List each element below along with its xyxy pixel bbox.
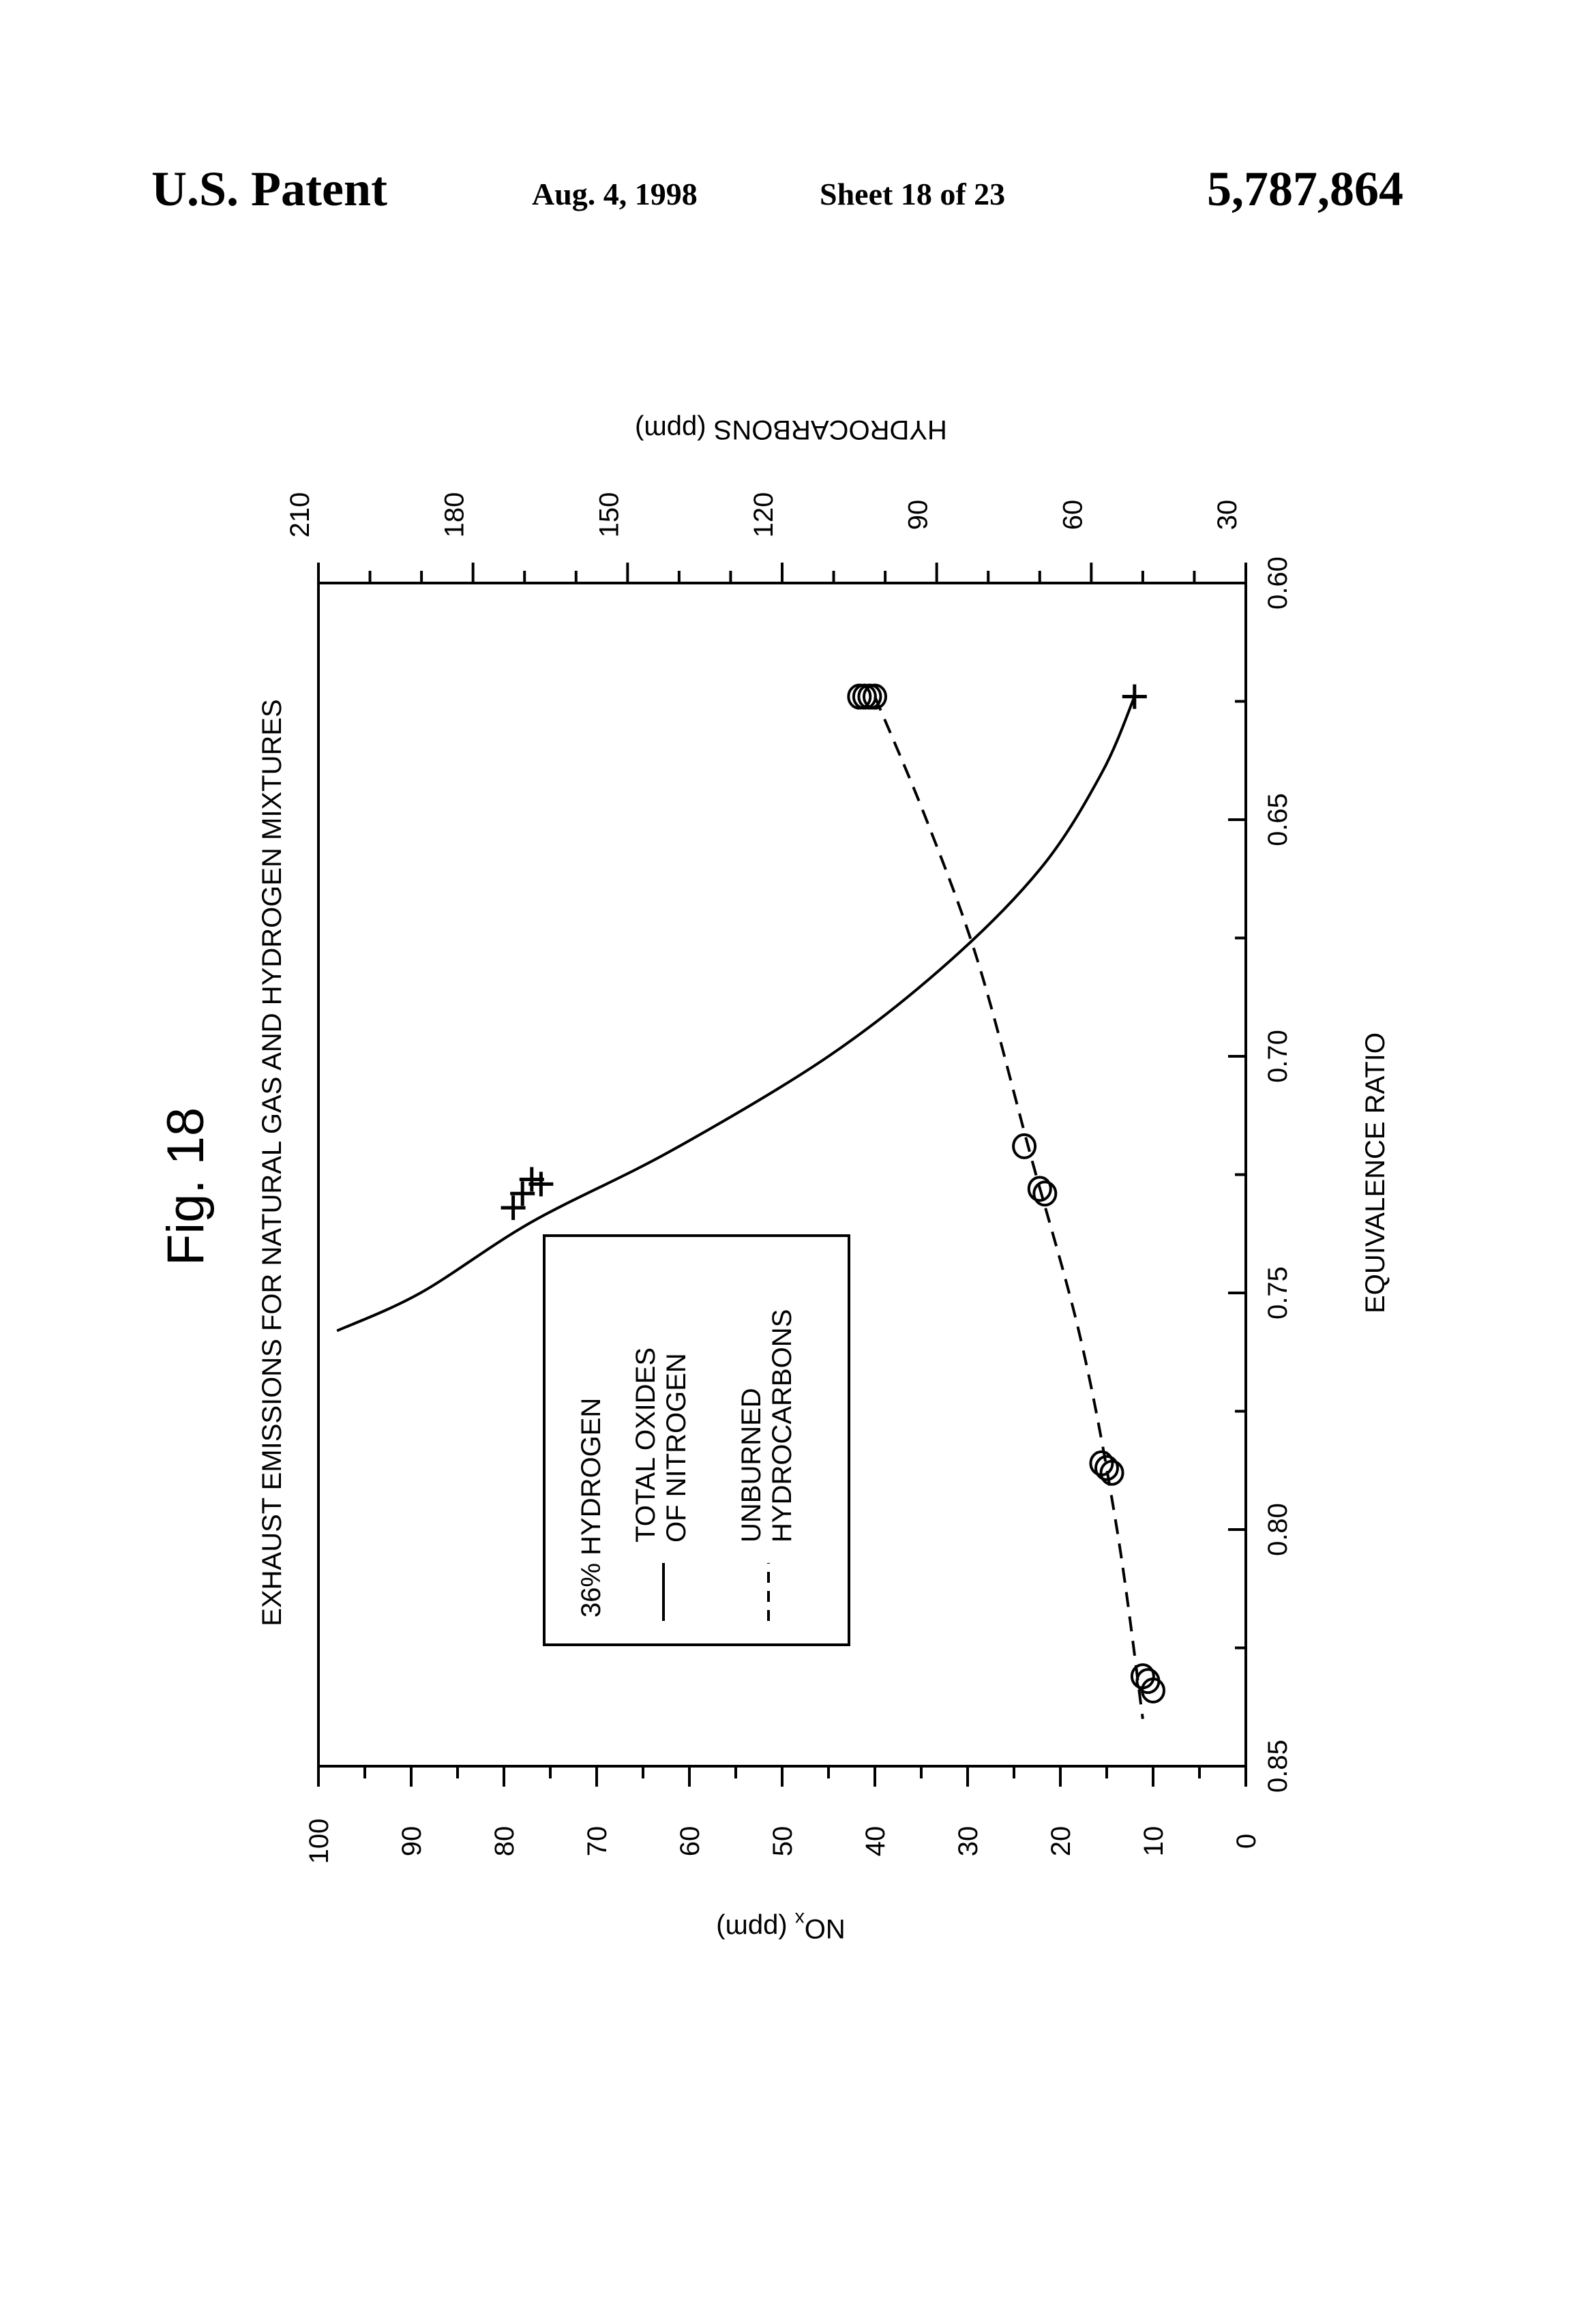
nox-tick-label: 70 bbox=[582, 1826, 612, 1857]
hydrocarbons-tick-label: 210 bbox=[285, 492, 315, 538]
legend-entry-hc-line1: UNBURNED bbox=[736, 1388, 766, 1543]
nox-tick-label: 90 bbox=[397, 1826, 427, 1857]
hydrocarbons-axis-title: HYDROCARBONS (ppm) bbox=[635, 415, 947, 445]
equivalence-ratio-tick-label: 0.65 bbox=[1263, 793, 1293, 846]
nox-tick-label: 80 bbox=[490, 1826, 520, 1857]
equivalence-ratio-tick-label: 0.85 bbox=[1263, 1740, 1293, 1793]
nox-data-point bbox=[1122, 685, 1147, 709]
legend: 36% HYDROGEN TOTAL OXIDES OF NITROGEN UN… bbox=[544, 1236, 849, 1645]
legend-entry-nox-line2: OF NITROGEN bbox=[661, 1353, 691, 1543]
hydrocarbons-points bbox=[848, 685, 1164, 1702]
equivalence-ratio-tick-label: 0.75 bbox=[1263, 1266, 1293, 1320]
hydrocarbons-axis: 30 60 90 120 150 180 210 bbox=[285, 492, 1246, 583]
nox-tick-label: 20 bbox=[1046, 1826, 1076, 1857]
hydrocarbons-tick-label: 90 bbox=[904, 500, 934, 531]
nox-tick-label: 10 bbox=[1139, 1826, 1169, 1857]
nox-tick-label: 30 bbox=[953, 1826, 983, 1857]
equivalence-ratio-tick-label: 0.70 bbox=[1263, 1030, 1293, 1083]
legend-heading: 36% HYDROGEN bbox=[576, 1398, 606, 1618]
nox-axis: 0 10 20 30 40 50 60 70 80 90 100 bbox=[304, 1766, 1262, 1864]
hydrocarbons-tick-label: 180 bbox=[440, 492, 470, 538]
nox-tick-label: 40 bbox=[861, 1826, 891, 1857]
chart-title: EXHAUST EMISSIONS FOR NATURAL GAS AND HY… bbox=[257, 699, 287, 1626]
legend-entry-hc-line2: HYDROCARBONS bbox=[767, 1309, 797, 1543]
nox-tick-label: 100 bbox=[304, 1819, 334, 1864]
equivalence-ratio-tick-label: 0.60 bbox=[1263, 556, 1293, 610]
equivalence-ratio-tick-label: 0.80 bbox=[1263, 1503, 1293, 1556]
nox-points bbox=[501, 685, 1147, 1221]
hydrocarbons-tick-label: 150 bbox=[594, 492, 624, 538]
hydrocarbons-tick-label: 30 bbox=[1212, 500, 1242, 531]
hydrocarbons-data-point bbox=[1013, 1135, 1035, 1158]
equivalence-ratio-axis-title: EQUIVALENCE RATIO bbox=[1360, 1032, 1390, 1313]
figure-label: Fig. 18 bbox=[157, 1107, 215, 1266]
nox-tick-label: 60 bbox=[675, 1826, 705, 1857]
nox-axis-title: NOx (ppm) bbox=[716, 1909, 846, 1943]
nox-tick-label: 50 bbox=[768, 1826, 798, 1857]
hydrocarbons-data-point bbox=[1034, 1182, 1056, 1205]
equivalence-ratio-axis: 0.60 0.65 0.70 0.75 0.80 0.85 bbox=[1228, 556, 1293, 1793]
nox-tick-label: 0 bbox=[1232, 1834, 1262, 1849]
legend-entry-nox-line1: TOTAL OXIDES bbox=[631, 1347, 661, 1543]
hydrocarbons-fit-curve bbox=[875, 697, 1143, 1719]
hydrocarbons-tick-label: 60 bbox=[1058, 500, 1088, 531]
hydrocarbons-tick-label: 120 bbox=[749, 492, 779, 538]
